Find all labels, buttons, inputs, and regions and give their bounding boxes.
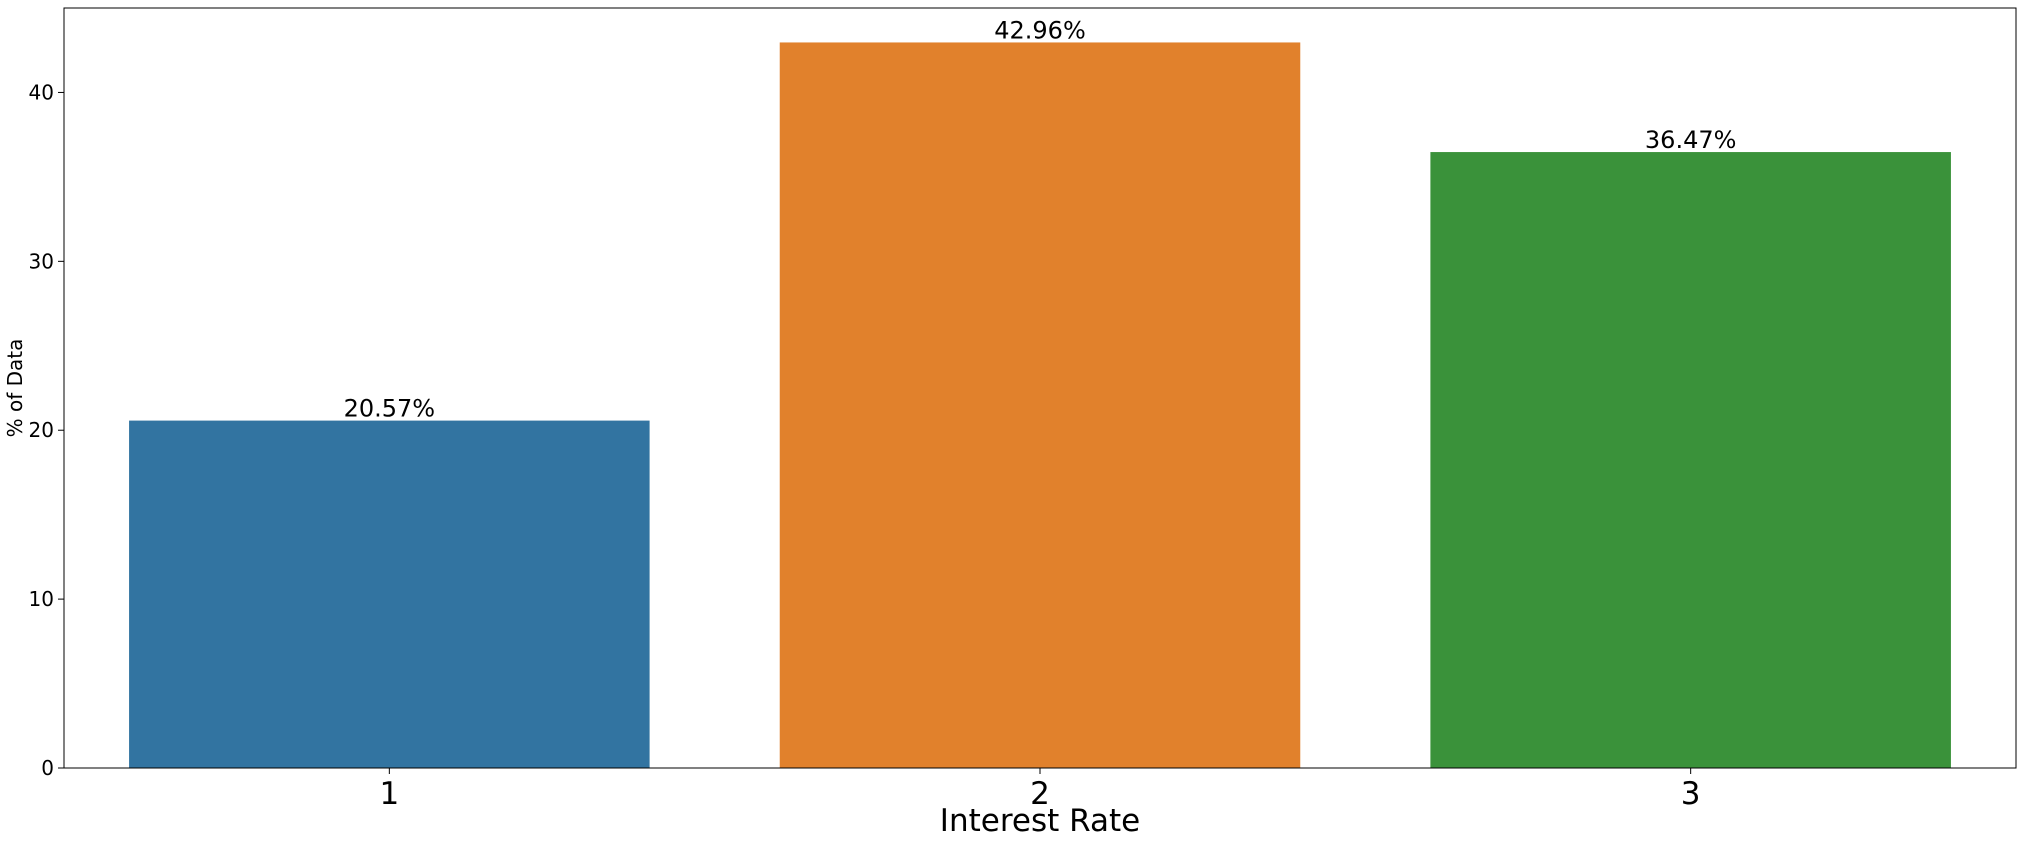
x-tick-label: 3 xyxy=(1681,776,1701,812)
x-tick-label: 2 xyxy=(1030,776,1050,812)
y-tick-label: 10 xyxy=(29,587,54,611)
x-axis-ticks: 1 2 3 xyxy=(379,768,1701,812)
y-axis-ticks: 0 10 20 30 40 xyxy=(29,80,64,780)
bar-value-label: 20.57% xyxy=(344,395,436,423)
x-axis-label: Interest Rate xyxy=(940,803,1140,839)
x-tick-label: 1 xyxy=(379,776,399,812)
y-tick-label: 20 xyxy=(29,418,54,442)
bar-1 xyxy=(129,420,650,768)
y-axis-label: % of Data xyxy=(3,339,27,438)
bar-labels: 20.57% 42.96% 36.47% xyxy=(344,16,1737,422)
bar-value-label: 42.96% xyxy=(994,16,1086,44)
y-tick-label: 0 xyxy=(41,756,54,780)
bar-3 xyxy=(1430,152,1951,768)
y-tick-label: 40 xyxy=(29,80,54,104)
plot-frame xyxy=(63,7,2017,769)
bar-value-label: 36.47% xyxy=(1645,126,1737,154)
bars xyxy=(129,42,1951,769)
y-tick-label: 30 xyxy=(29,249,54,273)
bar-2 xyxy=(779,42,1301,769)
